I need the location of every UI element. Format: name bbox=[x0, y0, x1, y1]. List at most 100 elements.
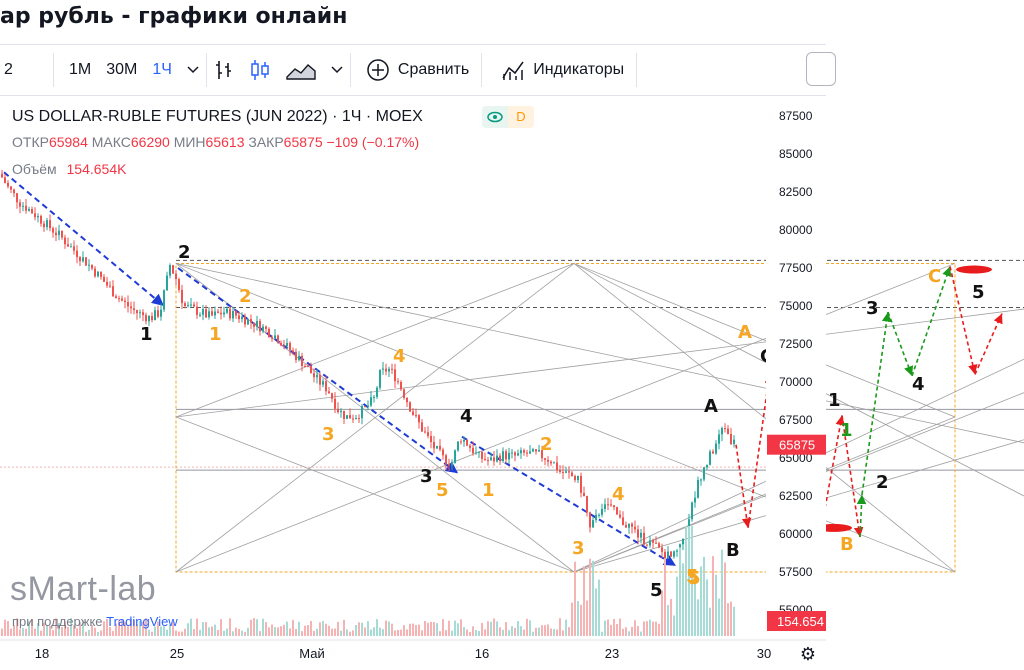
volume-series bbox=[1, 526, 735, 636]
volume-bar bbox=[352, 630, 354, 636]
volume-bar bbox=[358, 622, 360, 636]
candle-body bbox=[484, 458, 486, 460]
projection-up-arrow bbox=[887, 311, 914, 377]
volume-bar bbox=[184, 628, 186, 636]
candle-body bbox=[703, 467, 705, 480]
candle-body bbox=[472, 447, 474, 454]
area-chart-icon[interactable] bbox=[279, 53, 324, 87]
volume-bar bbox=[700, 566, 702, 636]
volume-bar bbox=[364, 627, 366, 636]
volume-bar bbox=[340, 630, 342, 636]
candle-body bbox=[361, 406, 363, 419]
candle-body bbox=[226, 308, 228, 313]
candle-body bbox=[394, 369, 396, 382]
time-axis: 18 25 Май 16 23 30 ⚙ bbox=[0, 639, 826, 664]
volume-bar bbox=[445, 630, 447, 636]
candle-body bbox=[502, 451, 504, 462]
volume-bar bbox=[334, 628, 336, 636]
high-label: МАКС bbox=[91, 134, 131, 150]
volume-bar bbox=[706, 579, 708, 636]
x-tick-label: 18 bbox=[35, 646, 49, 661]
candle-body bbox=[154, 310, 156, 321]
volume-label: Объём bbox=[12, 161, 57, 177]
candle-body bbox=[175, 273, 177, 280]
candle-body bbox=[691, 502, 693, 520]
interval-1m[interactable]: 1M bbox=[69, 61, 92, 78]
volume-bar bbox=[235, 627, 237, 636]
eye-icon[interactable] bbox=[482, 106, 508, 128]
gear-icon[interactable]: ⚙ bbox=[800, 644, 816, 664]
candle-body bbox=[535, 449, 537, 452]
candle-body bbox=[406, 397, 408, 403]
volume-bar bbox=[550, 628, 552, 636]
candle-body bbox=[709, 451, 711, 465]
page-title: ар рубль - графики онлайн bbox=[0, 4, 348, 29]
volume-bar bbox=[160, 626, 162, 636]
candle-body bbox=[364, 406, 366, 408]
volume-bar bbox=[97, 631, 99, 636]
candle-body bbox=[616, 507, 618, 515]
gann-fan-line bbox=[175, 308, 1024, 418]
volume-bar bbox=[562, 630, 564, 636]
wave-labels: 12345ABC123451234512345ABC51 bbox=[140, 242, 985, 601]
candle-body bbox=[220, 312, 222, 315]
open-label: ОТКР bbox=[12, 134, 49, 150]
candle-body bbox=[424, 431, 426, 433]
interval-1h[interactable]: 1Ч bbox=[152, 61, 172, 78]
candle-body bbox=[88, 264, 90, 266]
candle-body bbox=[400, 381, 402, 390]
candle-body bbox=[508, 452, 510, 460]
candle-body bbox=[166, 275, 168, 291]
candle-body bbox=[25, 205, 27, 211]
legend-symbol: US DOLLAR-RUBLE FUTURES (JUN 2022) · 1Ч … bbox=[12, 108, 423, 126]
candle-body bbox=[619, 514, 621, 518]
volume-bar bbox=[541, 625, 543, 636]
chart-toolbar: 2 1M 30M 1Ч Сравнить Индикаторы bbox=[0, 44, 826, 96]
delayed-badge: D bbox=[508, 106, 534, 128]
volume-bar bbox=[187, 623, 189, 636]
compare-button[interactable]: Сравнить bbox=[359, 53, 483, 87]
candle-body bbox=[343, 410, 345, 419]
volume-bar bbox=[337, 621, 339, 636]
candle-body bbox=[133, 308, 135, 311]
candles-icon[interactable] bbox=[242, 53, 279, 87]
volume-bar bbox=[385, 620, 387, 636]
volume-bar bbox=[514, 627, 516, 636]
volume-bar bbox=[595, 588, 597, 636]
chevron-down-icon[interactable] bbox=[324, 53, 351, 87]
volume-bar bbox=[634, 620, 636, 636]
projection-up-arrow bbox=[856, 494, 867, 538]
volume-bar bbox=[592, 560, 594, 636]
volume-bar bbox=[577, 601, 579, 636]
volume-bar bbox=[469, 631, 471, 636]
tradingview-link[interactable]: TradingView bbox=[106, 614, 178, 629]
candle-body bbox=[334, 398, 336, 409]
symbol-field[interactable]: 2 bbox=[0, 53, 54, 87]
volume-bar bbox=[718, 598, 720, 636]
volume-bar bbox=[148, 629, 150, 636]
low-label: МИН bbox=[173, 134, 206, 150]
volume-bar bbox=[205, 622, 207, 636]
volume-bar bbox=[13, 625, 15, 636]
candle-body bbox=[52, 228, 54, 233]
volume-bar bbox=[316, 628, 318, 636]
price-chart[interactable]: 12345ABC123451234512345ABC51 87500850008… bbox=[0, 97, 1024, 670]
chevron-down-icon[interactable] bbox=[180, 53, 207, 87]
candle-body bbox=[100, 271, 102, 277]
volume-bar bbox=[313, 630, 315, 636]
bar-chart-icon[interactable] bbox=[207, 53, 242, 87]
volume-bar bbox=[556, 629, 558, 636]
candle-body bbox=[661, 547, 663, 552]
candle-body bbox=[646, 544, 648, 546]
candle-body bbox=[43, 223, 45, 228]
x-tick-label: 30 bbox=[757, 646, 771, 661]
candle-body bbox=[367, 405, 369, 407]
interval-30m[interactable]: 30M bbox=[106, 61, 138, 78]
candle-body bbox=[640, 532, 642, 538]
candle-body bbox=[292, 350, 294, 352]
y-tick-label: 70000 bbox=[779, 375, 813, 389]
indicators-button[interactable]: Индикаторы bbox=[494, 53, 638, 87]
projection-correction-arrow bbox=[949, 266, 978, 375]
fullscreen-button[interactable] bbox=[806, 52, 836, 86]
wave-label-orange: 1 bbox=[482, 480, 495, 501]
